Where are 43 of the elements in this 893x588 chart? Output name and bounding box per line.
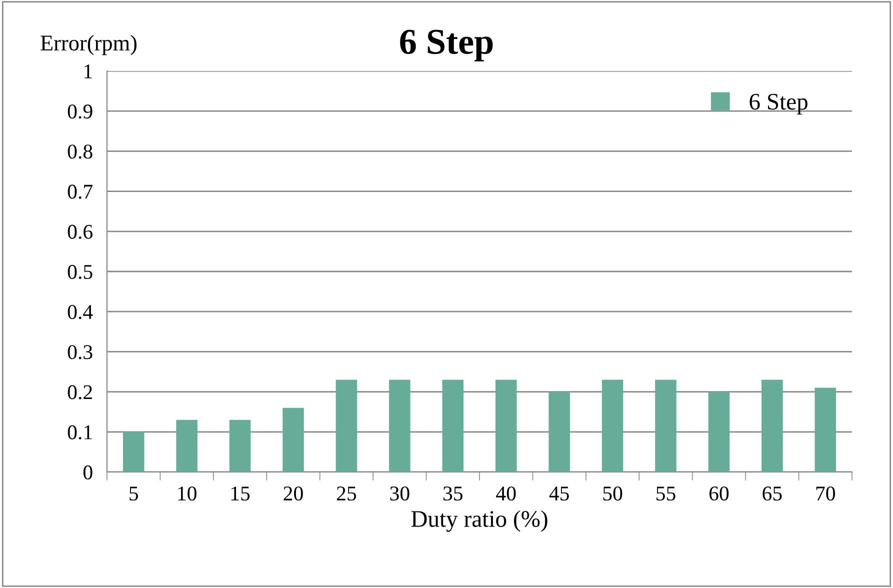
y-tick-label: 0.1 (68, 425, 92, 440)
y-tick-label: 0.5 (68, 264, 92, 280)
x-tick-label: 65 (762, 486, 782, 501)
legend-label: 6 Step (750, 94, 808, 115)
bar (655, 380, 676, 472)
chart-title: 6 Step (400, 30, 493, 62)
bar (336, 380, 358, 472)
y-tick-label: 0.2 (68, 385, 92, 400)
y-tick-label: 0.4 (68, 304, 93, 320)
y-tick-label: 0.6 (68, 224, 92, 239)
x-tick-label: 70 (816, 486, 836, 501)
x-tick-label: 25 (336, 486, 356, 501)
bar (122, 432, 144, 472)
x-tick-label: 10 (178, 486, 196, 501)
y-tick-label: 0.9 (68, 104, 92, 119)
x-tick-label: 5 (130, 486, 138, 501)
bar (229, 420, 251, 472)
x-tick-label: 50 (603, 486, 622, 501)
x-axis-title: Duty ratio (%) (411, 510, 548, 532)
x-tick-label: 45 (549, 486, 569, 501)
bar (176, 420, 198, 472)
bar (814, 388, 836, 472)
bar (495, 380, 517, 472)
bar (389, 380, 410, 472)
y-tick-label: 0.7 (68, 184, 93, 199)
y-tick-label: 0.8 (68, 144, 92, 159)
bar (602, 380, 624, 472)
x-tick-label: 60 (709, 486, 729, 501)
y-tick-label: 0 (83, 465, 92, 480)
x-tick-label: 30 (390, 486, 410, 501)
bar (708, 392, 730, 472)
bar (548, 392, 570, 472)
x-tick-label: 55 (656, 486, 676, 501)
x-tick-label: 40 (496, 486, 516, 501)
y-tick-label: 1 (84, 64, 92, 78)
x-tick-label: 20 (284, 486, 303, 501)
bar (442, 380, 464, 472)
y-tick-label: 0.3 (68, 345, 92, 360)
bar (762, 380, 783, 472)
x-tick-label: 15 (231, 486, 250, 501)
x-tick-label: 35 (443, 486, 462, 501)
y-axis-title: Error(rpm) (40, 34, 137, 56)
bar (282, 408, 304, 472)
